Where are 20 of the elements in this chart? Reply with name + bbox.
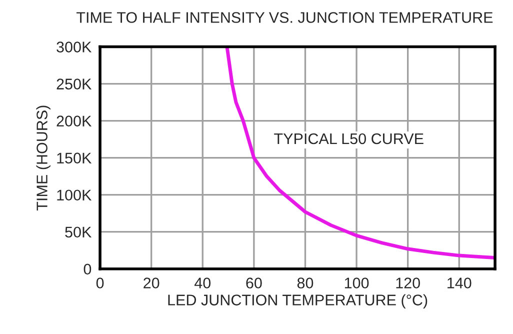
x-tick-label: 80 [297,278,314,288]
x-tick-label: 140 [448,278,472,288]
y-tick-label: 300K [56,42,92,52]
x-tick-label: 20 [144,278,160,288]
x-tick-label: 0 [96,278,104,288]
x-tick-label: 100 [344,278,369,288]
y-tick-label: 50K [65,226,92,238]
y-axis-title: TIME (HOURS) [36,106,50,211]
y-tick-label: 200K [56,116,92,126]
x-tick-label: 120 [396,278,420,288]
x-tick-label: 40 [194,278,211,288]
y-tick-label: 100K [57,190,92,201]
line-series [225,46,496,260]
x-tick-label: 60 [246,278,262,288]
annotation: TYPICAL L50 CURVE [274,133,424,144]
y-tick-label: 150K [57,152,92,164]
y-tick-label: 0 [84,264,92,275]
y-tick-label: 250K [56,78,92,90]
chart-title: TIME TO HALF INTENSITY VS. JUNCTION TEMPERATURE [76,12,493,23]
x-axis-title: LED JUNCTION TEMPERATURE (°C) [168,294,428,308]
